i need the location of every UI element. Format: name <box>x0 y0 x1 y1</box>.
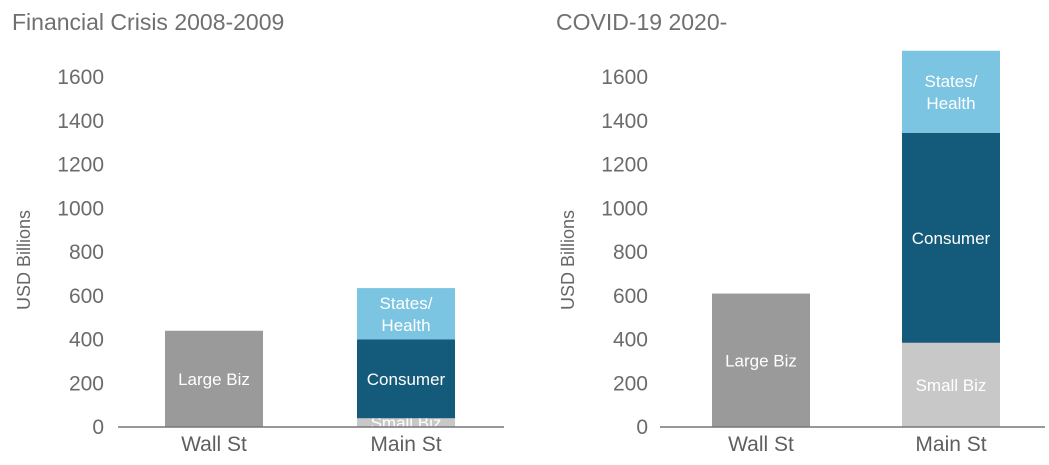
y-tick-label: 200 <box>613 372 648 395</box>
x-tick-label: Main St <box>370 433 441 456</box>
bar-segment <box>712 293 810 427</box>
y-tick-label: 1600 <box>57 66 104 89</box>
segment-label: Small Biz <box>371 414 442 433</box>
segment-label: States/ <box>925 72 978 91</box>
chart-title: COVID-19 2020- <box>556 9 727 35</box>
segment-label: Large Biz <box>725 351 797 370</box>
y-tick-label: 400 <box>613 329 648 352</box>
segment-label: Consumer <box>367 370 446 389</box>
bar-segment <box>357 418 455 427</box>
segment-label: States/ <box>380 294 433 313</box>
bar-segment <box>902 132 1000 343</box>
y-tick-label: 1200 <box>601 154 648 177</box>
bar-segment <box>357 288 455 340</box>
segment-label: Consumer <box>912 229 991 248</box>
y-tick-label: 800 <box>613 241 648 264</box>
y-tick-label: 200 <box>69 372 104 395</box>
y-tick-label: 1200 <box>57 154 104 177</box>
chart-title: Financial Crisis 2008-2009 <box>12 9 284 35</box>
segment-label: Large Biz <box>178 370 250 389</box>
y-tick-label: 1400 <box>601 110 648 133</box>
x-tick-label: Main St <box>915 433 986 456</box>
x-tick-label: Wall St <box>728 433 794 456</box>
y-tick-label: 600 <box>69 285 104 308</box>
bar-segment <box>902 50 1000 133</box>
y-axis-label: USD Billions <box>14 210 34 310</box>
y-tick-label: 1600 <box>601 66 648 89</box>
y-axis-label: USD Billions <box>558 210 578 310</box>
segment-label: Health <box>926 94 975 113</box>
y-tick-label: 1400 <box>57 110 104 133</box>
bar-segment <box>902 342 1000 427</box>
segment-label: Health <box>381 316 430 335</box>
segment-label: Small Biz <box>916 376 987 395</box>
x-tick-label: Wall St <box>181 433 247 456</box>
y-tick-label: 0 <box>92 416 104 439</box>
y-tick-label: 800 <box>69 241 104 264</box>
y-tick-label: 400 <box>69 329 104 352</box>
y-tick-label: 600 <box>613 285 648 308</box>
y-tick-label: 0 <box>636 416 648 439</box>
bar-segment <box>165 330 263 427</box>
y-tick-label: 1000 <box>601 197 648 220</box>
bar-segment <box>357 339 455 419</box>
y-tick-label: 1000 <box>57 197 104 220</box>
